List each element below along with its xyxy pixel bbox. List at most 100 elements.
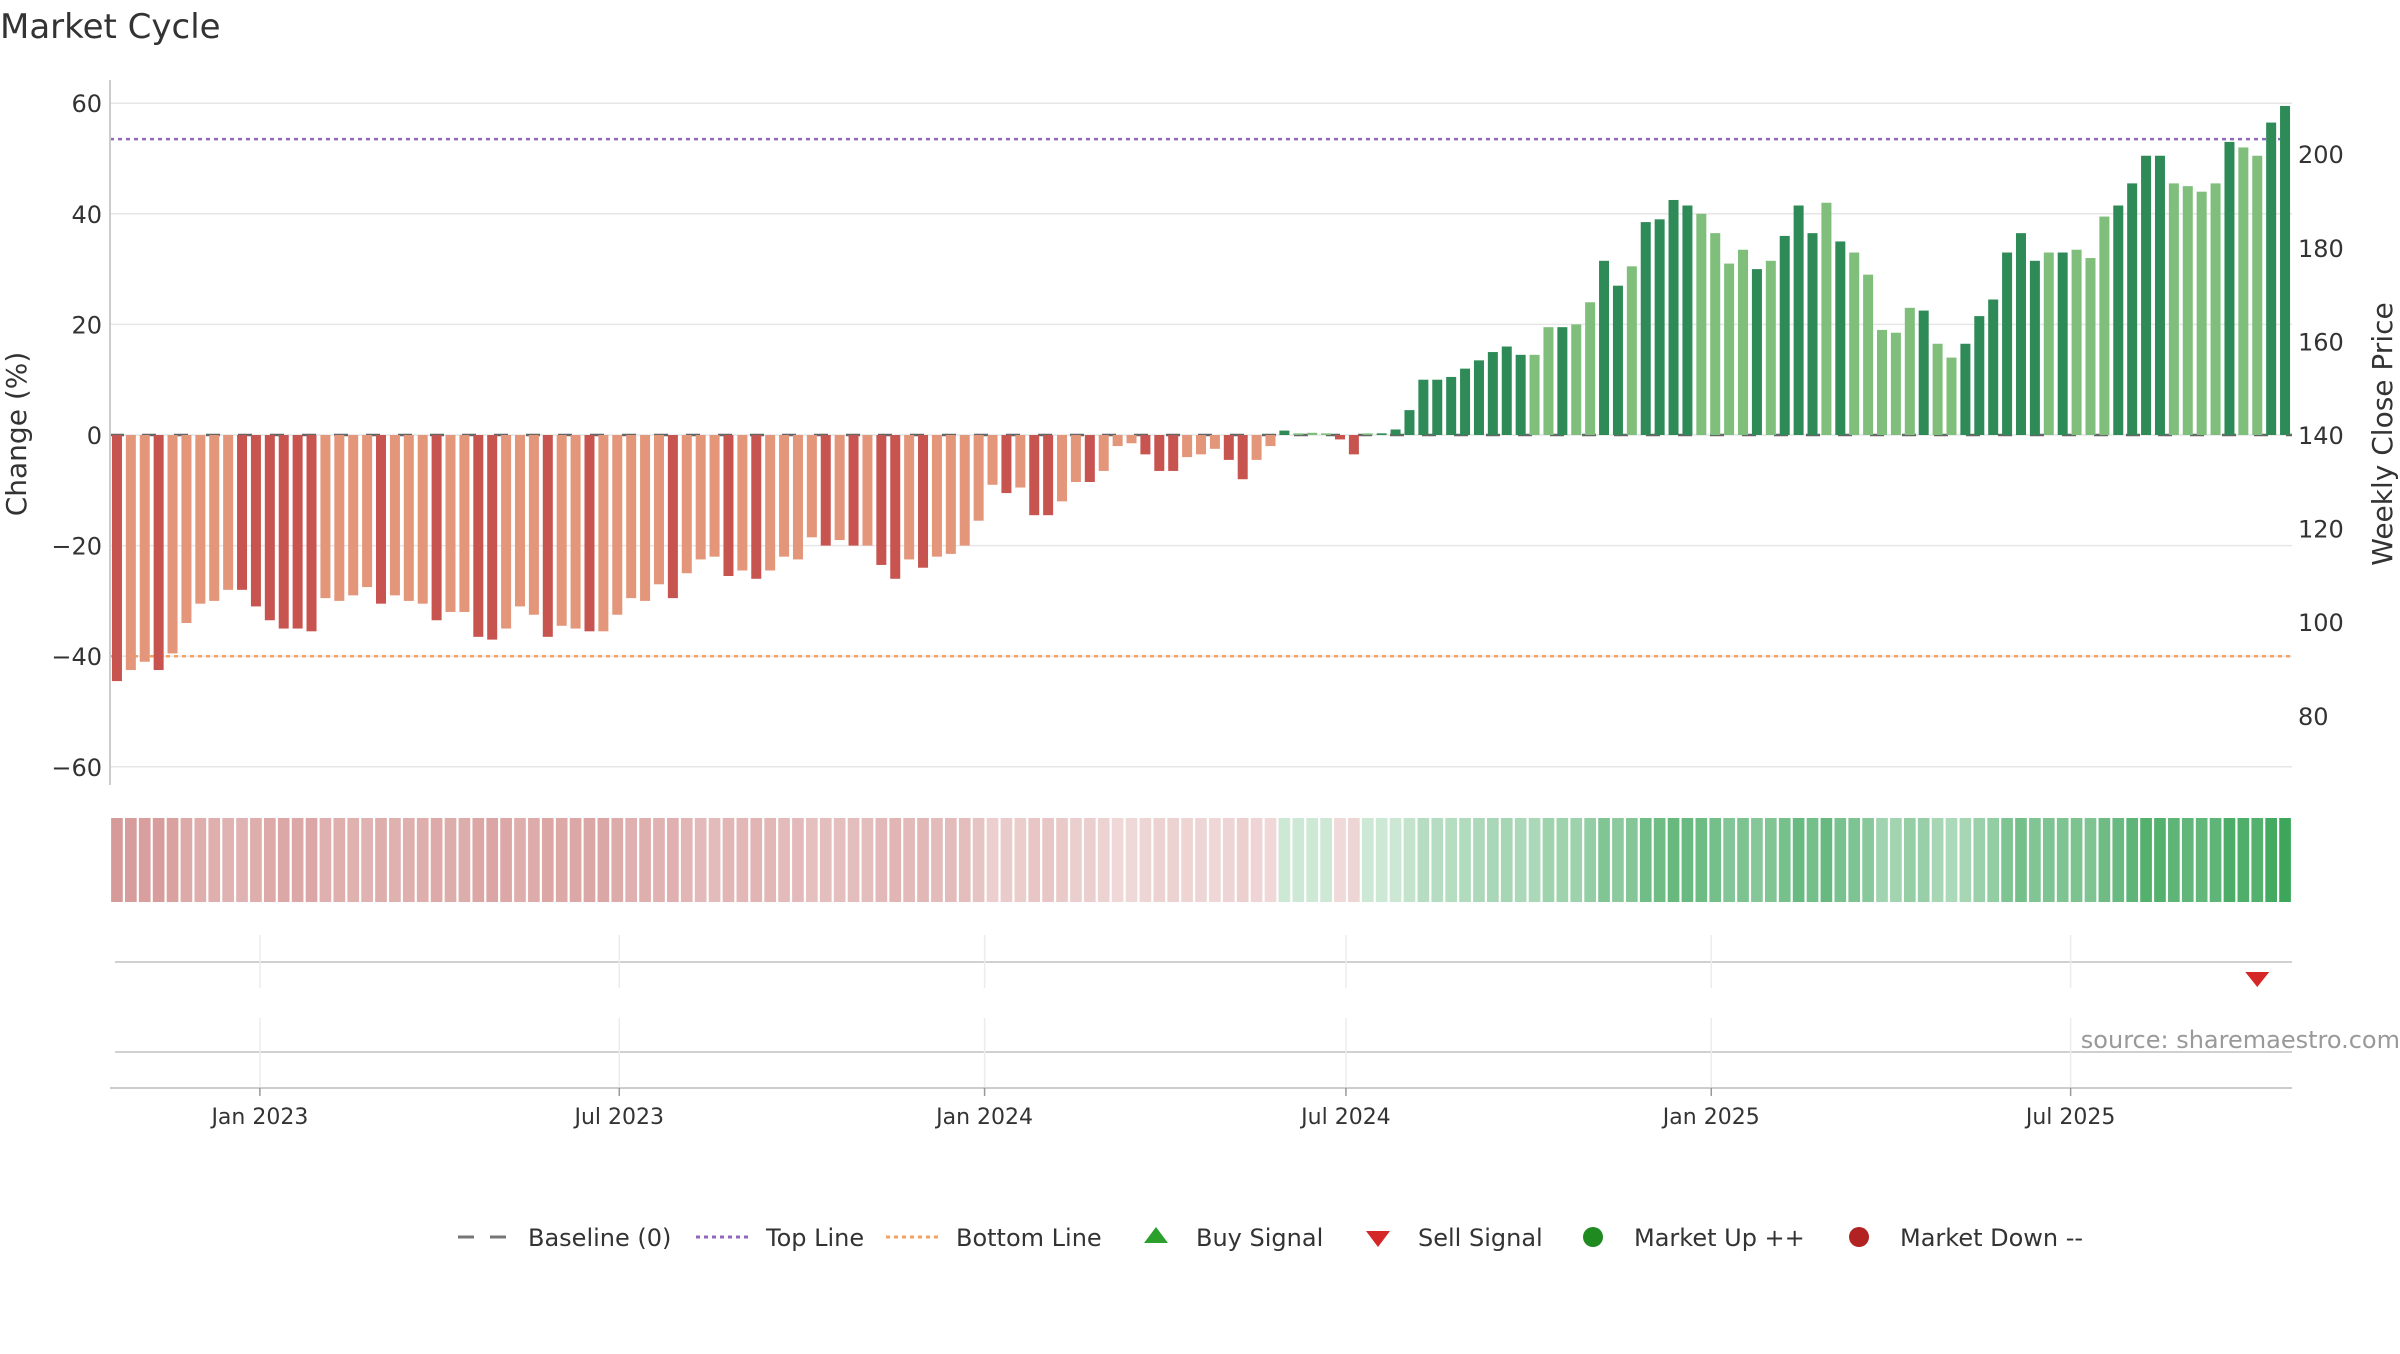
bar [376,435,387,604]
heat-cell [583,818,596,902]
heat-cell [597,818,610,902]
y-tick-label: −40 [51,643,102,671]
heat-cell [1917,818,1930,902]
legend-label: Bottom Line [956,1224,1102,1252]
heat-cell [1570,818,1583,902]
heat-cell [1876,818,1888,902]
heat-cell [764,818,776,902]
bar [653,435,664,585]
heat-cell [111,818,123,902]
heat-cell [250,818,262,902]
heat-cell [458,818,471,902]
bar [2043,252,2054,435]
heat-cell [1695,818,1708,902]
heat-cell [569,818,582,902]
bar [2238,147,2249,435]
heat-cell [416,818,429,902]
y2-tick-label: 120 [2298,516,2344,544]
heat-cell [1209,818,1221,902]
bar [1029,435,1040,516]
bar [1168,435,1179,471]
bar [1557,327,1568,435]
bar [2029,260,2040,435]
heat-cell [819,818,832,902]
y2-tick-label: 160 [2298,328,2344,356]
y2-tick-label: 180 [2298,235,2344,263]
heat-cell [750,818,763,902]
heat-cell [125,818,137,902]
heat-cell [1459,818,1471,902]
heat-cell [1028,818,1041,902]
heat-cell [430,818,443,902]
bar [1807,233,1818,435]
heat-cell [333,818,346,902]
bar [792,435,803,560]
bar [348,435,359,596]
heat-cell [917,818,929,902]
heat-cell [1737,818,1749,902]
heat-cell [1264,818,1277,902]
bar [1571,324,1582,435]
signal-panel [115,935,2292,1088]
bar [779,435,790,557]
bar [264,435,275,621]
bar [862,435,873,546]
heat-cell [1070,818,1082,902]
bar [2252,155,2263,436]
heat-cell [291,818,304,902]
bar [2071,249,2082,435]
heat-cell [2084,818,2097,902]
x-tick-label: Jul 2025 [2024,1105,2116,1130]
bar [417,435,428,604]
heat-cell [1320,818,1332,902]
x-tick-label: Jan 2025 [1661,1105,1760,1130]
bar [542,435,553,637]
heat-cell [875,818,888,902]
heat-cell [555,818,568,902]
y2-tick-label: 100 [2298,609,2344,637]
heat-cell [1806,818,1819,902]
heat-cell [944,818,957,902]
legend-label: Buy Signal [1196,1224,1323,1252]
bar [167,435,178,654]
bar [1237,435,1248,480]
bar [1765,260,1776,435]
heat-cell [1973,818,1986,902]
heat-cell [611,818,624,902]
heat-cell [1500,818,1513,902]
heat-cell [2265,818,2277,902]
bar [1376,433,1387,435]
heat-cell [472,818,485,902]
bar [1738,249,1749,435]
heat-cell [1792,818,1805,902]
heat-cell [680,818,693,902]
bar [514,435,525,607]
heat-cell [1556,818,1569,902]
heat-cell [1890,818,1902,902]
heat-cell [236,818,248,902]
bar [459,435,470,612]
bar [209,435,220,601]
bar [1432,379,1443,435]
heat-cell [2223,818,2236,902]
heat-cell [1751,818,1763,902]
bar [1779,235,1790,435]
bar [334,435,345,601]
legend-label: Top Line [765,1224,864,1252]
bar [876,435,887,565]
heat-cell [444,818,457,902]
bar [806,435,817,538]
heat-cell [528,818,540,902]
heat-cell [806,818,818,902]
bar [1473,360,1484,435]
bar [1321,433,1332,435]
heat-cell [1598,818,1610,902]
bar [2015,233,2026,435]
bar [2182,186,2193,435]
bar [139,435,150,662]
legend-circle-swatch [1583,1227,1603,1247]
bar [2099,216,2110,435]
heat-cell [166,818,179,902]
bar [723,435,734,577]
